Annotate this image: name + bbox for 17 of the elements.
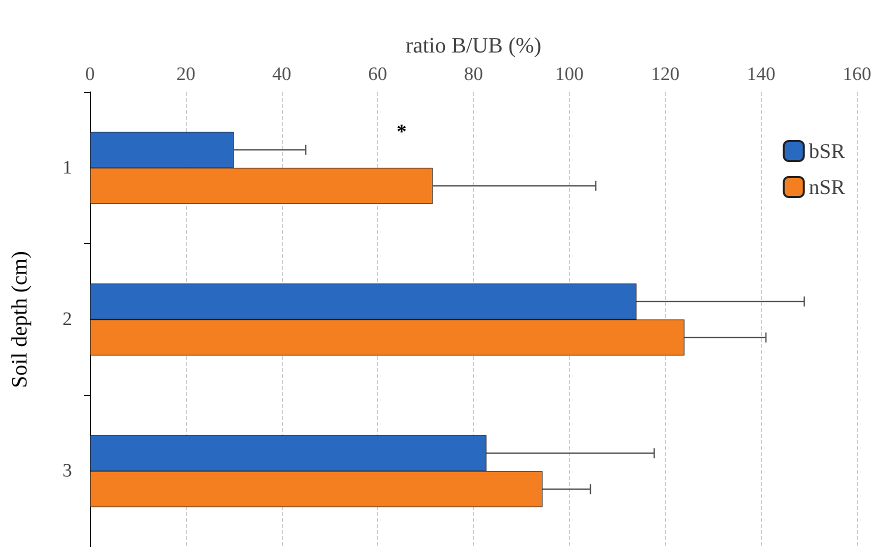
x-tick-label: 20 bbox=[176, 64, 196, 85]
x-tick-label: 60 bbox=[368, 64, 388, 85]
y-tick-label: 3 bbox=[62, 460, 72, 482]
x-axis-title: ratio B/UB (%) bbox=[406, 32, 542, 58]
x-tick-label: 40 bbox=[272, 64, 292, 85]
annotation: * bbox=[396, 120, 407, 143]
legend-label: bSR bbox=[808, 139, 845, 163]
x-tick-label: 80 bbox=[464, 64, 483, 85]
x-tick-label: 0 bbox=[85, 64, 95, 85]
y-axis-title: Soil depth (cm) bbox=[6, 251, 32, 388]
x-tick-label: 100 bbox=[555, 64, 584, 85]
legend-label: nSR bbox=[808, 175, 845, 199]
x-tick-label: 160 bbox=[842, 64, 872, 85]
x-tick-label: 140 bbox=[746, 64, 776, 85]
y-tick-label: 1 bbox=[62, 157, 72, 178]
y-tick-label: 2 bbox=[62, 309, 72, 330]
x-tick-label: 120 bbox=[651, 64, 680, 85]
